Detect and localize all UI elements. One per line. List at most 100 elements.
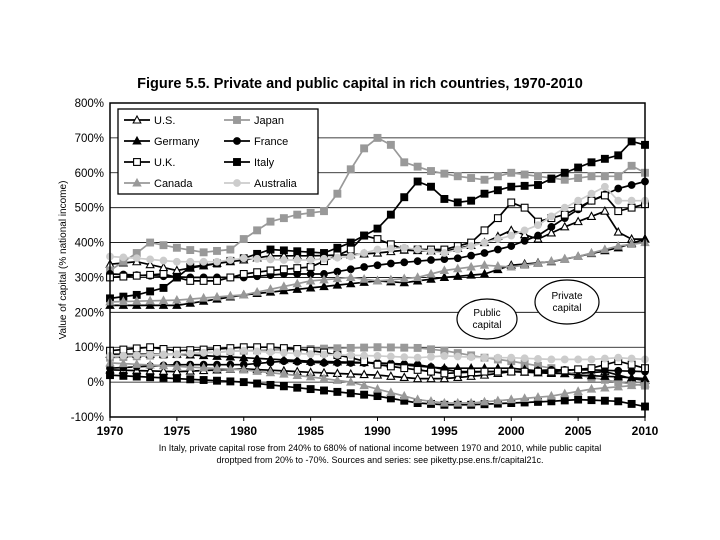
uk-private-point [306,263,315,271]
italy-private-point [279,246,288,255]
germany-private-point [332,279,343,289]
australia-public-point [172,350,181,359]
france-private-point [467,251,476,260]
germany-private-point [466,269,476,279]
japan-private-point [373,133,382,142]
uk-public-point [373,360,382,369]
australia-private-point [600,182,609,191]
x-tick-label: 2010 [632,424,659,438]
france-public-point [253,359,262,368]
uk-private-point [574,203,583,212]
italy-public-point [226,377,235,386]
australia-private-point [386,244,395,253]
canada-public-point [372,383,383,393]
italy-public-point [627,399,636,408]
canada-public-point [506,394,516,404]
australia-public-point [306,350,315,359]
japan-public-point [386,343,395,352]
canada-public-point [412,394,423,404]
germany-public-point [573,369,583,379]
france-public-point [320,359,328,367]
australia-public-point [159,350,168,359]
australia-public-point [413,353,422,362]
canada-private-point [172,294,182,304]
canada-public-point [426,396,436,405]
italy-private-point [467,196,476,205]
australia-public-point [346,351,355,360]
australia-public-point [453,352,462,361]
italy-private-point [534,181,542,189]
italy-public-point [333,387,342,396]
legend-label: Germany [154,136,200,148]
canada-public-point [573,386,583,395]
canada-private-point [453,263,463,273]
japan-private-point [266,217,275,226]
canada-public-point [626,380,637,390]
australia-private-point [320,254,328,263]
japan-private-point [226,245,235,254]
japan-private-point [253,226,262,235]
legend-marker [132,135,142,145]
australia-public-point [132,351,141,360]
caption: In Italy, private capital rose from 240%… [110,442,650,466]
uk-public-point [467,368,476,377]
legend-marker [132,177,142,187]
italy-private-point [587,158,596,167]
legend-label: Japan [254,115,284,127]
us-public-point [359,369,369,379]
italy-private-point [159,283,168,292]
us-private-point [613,226,623,236]
australia-public-point [520,354,529,363]
australia-private-point [427,247,435,256]
annotation-text: capital [473,320,502,331]
japan-private-point [413,162,422,171]
legend-label: Australia [254,178,298,190]
france-private-point [627,181,636,189]
uk-private-point [600,191,609,200]
france-public-point [266,358,275,367]
australia-private-point [199,257,208,266]
italy-private-point [493,186,502,195]
annotation-text: capital [553,303,582,314]
japan-public-point [333,344,342,353]
annotation-text: Private [551,291,583,302]
caption-line: In Italy, private capital rose from 240%… [158,443,602,453]
italy-public-point [132,372,141,381]
japan-private-point [467,174,476,182]
australia-public-point [440,352,449,360]
italy-public-point [239,378,248,387]
germany-private-point [158,300,169,309]
canada-private-point [600,244,610,254]
y-tick-label: 800% [75,98,104,110]
uk-private-point [493,214,502,223]
canada-private-point [372,275,383,285]
uk-public-point [132,344,141,353]
canada-private-point [560,253,570,263]
italy-private-point [600,154,609,163]
uk-public-point [413,365,422,374]
france-public-point [279,357,288,366]
australia-public-point [320,350,328,359]
canada-public-point [546,390,557,400]
uk-public-point [574,365,583,374]
canada-public-point [158,360,169,370]
uk-private-point [119,272,128,281]
us-private-point [586,211,597,220]
canada-private-point [359,274,369,283]
uk-private-point [373,235,382,244]
canada-private-point [439,265,450,275]
x-tick-label: 1985 [297,424,324,438]
y-tick-label: 100% [75,342,104,354]
series-layer [105,133,650,411]
france-private-point [614,184,623,193]
canada-private-point [279,281,289,291]
italy-public-point [600,396,609,405]
australia-private-point [400,243,409,252]
uk-private-point [560,210,569,219]
uk-public-point [534,367,542,376]
australia-public-point [493,353,502,362]
australia-public-point [186,349,195,358]
australia-private-point [467,242,476,250]
japan-private-point [199,248,208,257]
